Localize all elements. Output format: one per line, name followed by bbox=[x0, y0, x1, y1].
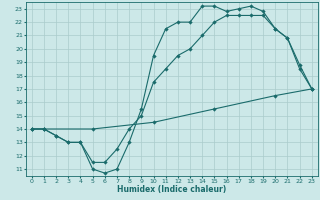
X-axis label: Humidex (Indice chaleur): Humidex (Indice chaleur) bbox=[117, 185, 227, 194]
